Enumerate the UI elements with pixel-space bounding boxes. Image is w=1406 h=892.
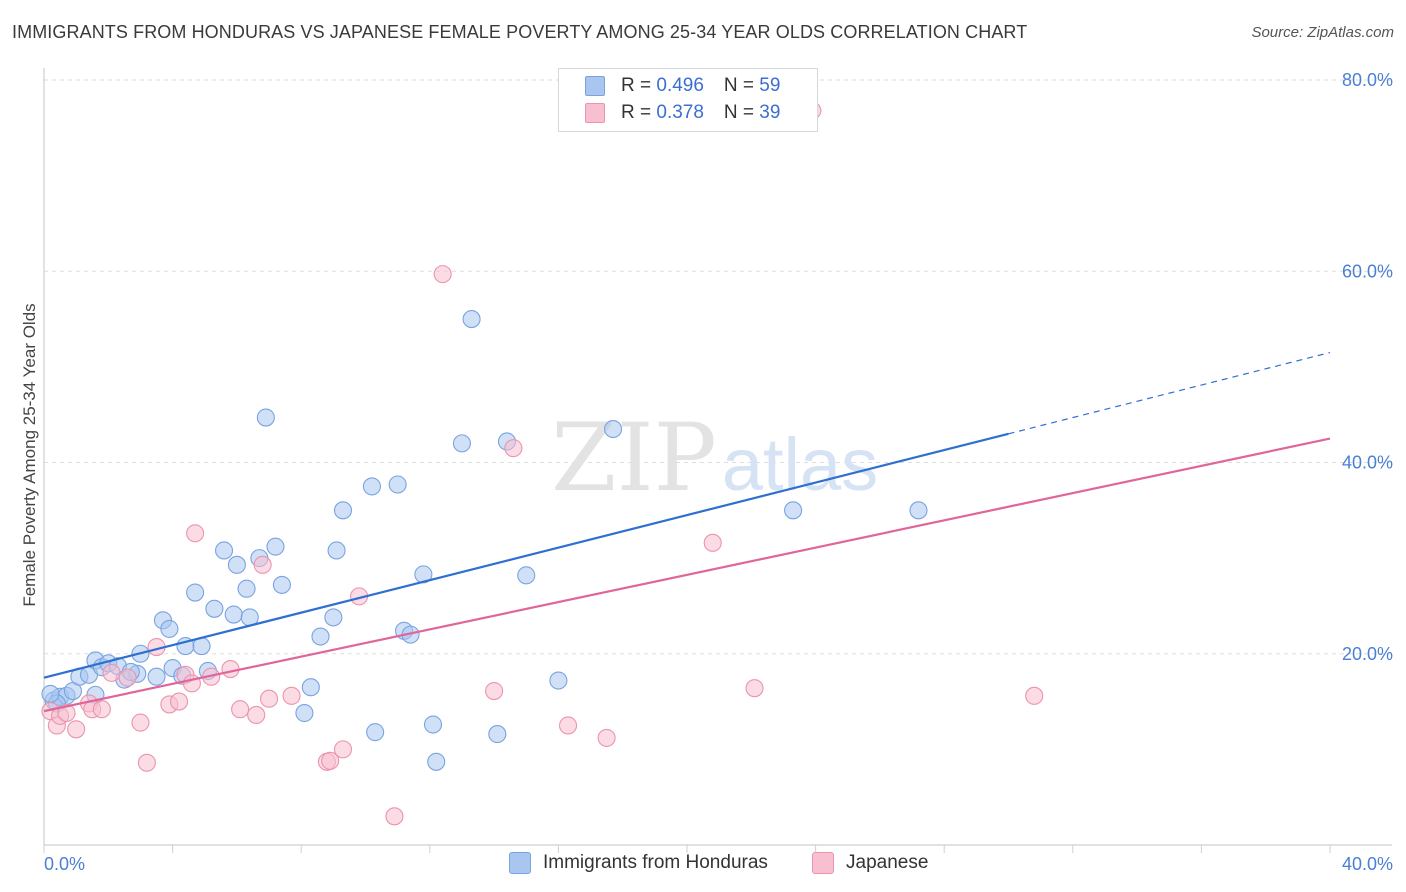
point-honduras (295, 703, 314, 723)
point-honduras (272, 575, 291, 594)
point-japanese (385, 807, 404, 826)
point-japanese (131, 713, 150, 732)
point-japanese (597, 728, 616, 747)
legend-swatch-japanese (812, 852, 834, 874)
watermark: ZIP atlas (551, 404, 878, 513)
point-honduras (462, 310, 481, 329)
point-honduras (224, 605, 243, 624)
point-honduras (427, 752, 446, 771)
trendline-honduras-extension (1008, 351, 1331, 435)
x-tick-label: 0.0% (44, 854, 85, 874)
point-honduras (41, 684, 60, 703)
point-honduras (205, 599, 224, 618)
legend-r-label: R = (621, 102, 657, 123)
point-honduras (362, 477, 381, 496)
point-japanese (282, 686, 301, 705)
point-honduras (549, 671, 568, 690)
watermark-atlas: atlas (722, 423, 878, 506)
legend-label-honduras: Immigrants from Honduras (543, 852, 768, 873)
point-japanese (231, 700, 250, 719)
legend-swatch-honduras (585, 76, 605, 96)
point-honduras (311, 627, 330, 646)
y-tick-label: 80.0% (1342, 70, 1393, 90)
point-honduras (388, 475, 407, 494)
legend-n-value: 39 (759, 102, 781, 123)
y-tick-label: 20.0% (1342, 644, 1393, 664)
point-japanese (253, 555, 272, 574)
correlation-legend: R = 0.496 N = 59 R = 0.378 N = 39 (558, 68, 818, 132)
legend-swatch-japanese (585, 103, 605, 123)
y-tick-label: 60.0% (1342, 261, 1393, 281)
point-japanese (137, 753, 156, 772)
point-japanese (1025, 686, 1044, 705)
point-honduras (147, 667, 166, 686)
point-honduras (423, 715, 443, 734)
point-japanese (259, 689, 279, 708)
watermark-zip: ZIP (551, 404, 717, 513)
trend-lines (43, 351, 1331, 713)
point-japanese (118, 668, 137, 687)
legend-row-honduras: R = 0.496 N = 59 (585, 74, 781, 98)
point-honduras (214, 541, 234, 560)
point-honduras (256, 408, 275, 427)
point-honduras (517, 566, 536, 585)
point-japanese (186, 524, 205, 543)
series-legend: Immigrants from Honduras Japanese (0, 852, 1406, 878)
point-japanese (504, 439, 523, 458)
point-honduras (160, 619, 179, 638)
point-japanese (102, 663, 121, 682)
legend-item-japanese[interactable]: Japanese (812, 852, 928, 874)
point-honduras (488, 725, 507, 744)
axes (43, 68, 1392, 853)
point-japanese (221, 659, 240, 679)
legend-n-label: N = (723, 102, 760, 123)
point-honduras (227, 555, 246, 574)
source-label: Source: ZipAtlas.com (1251, 24, 1394, 41)
legend-item-honduras[interactable]: Immigrants from Honduras (509, 852, 768, 874)
chart-title: IMMIGRANTS FROM HONDURAS VS JAPANESE FEM… (12, 22, 1028, 42)
point-japanese (92, 700, 111, 719)
point-honduras (909, 501, 928, 520)
point-japanese (433, 265, 452, 284)
point-honduras (414, 565, 433, 584)
point-japanese (57, 703, 76, 723)
legend-r-value: 0.496 (656, 75, 704, 96)
y-tick-label: 40.0% (1342, 453, 1393, 473)
legend-r-value: 0.378 (656, 102, 704, 123)
point-japanese (485, 681, 504, 701)
point-japanese (558, 716, 578, 735)
legend-n-value: 59 (759, 75, 781, 96)
legend-label-japanese: Japanese (846, 852, 929, 873)
point-honduras (604, 419, 623, 439)
legend-r-label: R = (621, 75, 657, 96)
point-honduras (333, 501, 353, 520)
trendline-japanese (43, 437, 1331, 713)
x-tick-label: 40.0% (1342, 854, 1393, 874)
point-japanese (745, 679, 764, 698)
point-japanese (67, 720, 86, 739)
point-japanese (321, 751, 340, 770)
point-japanese (333, 740, 353, 759)
gridlines (44, 79, 1392, 655)
legend-n-label: N = (723, 75, 760, 96)
point-honduras (266, 537, 285, 556)
legend-swatch-honduras (509, 852, 531, 874)
point-japanese (703, 533, 722, 552)
legend-row-japanese: R = 0.378 N = 39 (585, 101, 781, 125)
point-honduras (327, 541, 346, 560)
trendline-honduras (43, 432, 1009, 679)
tick-labels: 20.0% 40.0% 60.0% 80.0% 0.0% 40.0% (44, 70, 1393, 874)
point-honduras (324, 608, 343, 627)
y-axis-label: Female Poverty Among 25-34 Year Olds (20, 303, 39, 606)
point-honduras (186, 583, 205, 602)
point-honduras (366, 723, 385, 742)
point-japanese (169, 692, 189, 711)
point-honduras (784, 501, 803, 520)
point-honduras (452, 434, 472, 453)
point-japanese (247, 705, 266, 725)
point-honduras (237, 579, 256, 598)
point-honduras (301, 678, 320, 697)
